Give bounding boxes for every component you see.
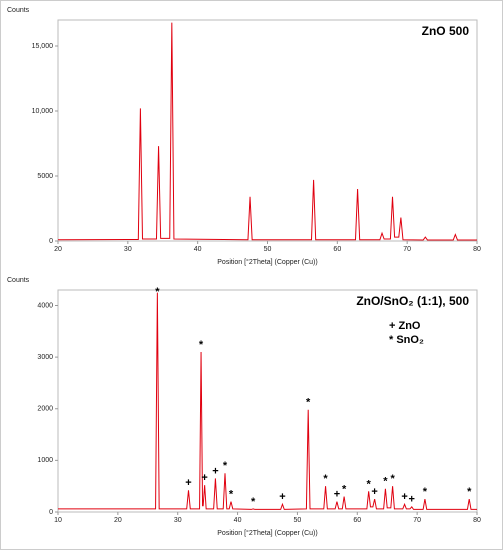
- x-tick-label: 60: [353, 517, 361, 524]
- x-tick-label: 50: [294, 517, 302, 524]
- peak-marker: *: [423, 486, 428, 498]
- y-tick-label: 10,000: [32, 108, 54, 115]
- x-tick-label: 50: [264, 246, 272, 253]
- y-tick-label: 3000: [37, 354, 53, 361]
- peak-marker: +: [212, 465, 218, 477]
- y-tick-label: 5000: [37, 173, 53, 180]
- peak-marker: +: [334, 489, 340, 501]
- x-tick-label: 70: [403, 246, 411, 253]
- peak-marker: +: [409, 494, 415, 506]
- peak-marker: +: [201, 472, 207, 484]
- peak-marker: *: [155, 286, 160, 298]
- plot-frame: [57, 289, 478, 513]
- peak-marker: +: [185, 477, 191, 489]
- x-tick-label: 40: [194, 246, 202, 253]
- data-line: [58, 292, 477, 510]
- peak-marker: +: [371, 486, 377, 498]
- x-axis-label: Position [°2Theta] (Copper (Cu)): [217, 258, 317, 266]
- peak-marker: +: [401, 491, 407, 503]
- x-tick-label: 30: [124, 246, 132, 253]
- x-axis-label: Position [°2Theta] (Copper (Cu)): [217, 529, 317, 537]
- y-tick-label: 2000: [37, 406, 53, 413]
- data-line: [57, 22, 477, 241]
- peak-marker: *: [467, 486, 472, 498]
- x-tick-label: 70: [413, 517, 421, 524]
- x-tick-label: 10: [54, 517, 62, 524]
- y-axis-label: Counts: [7, 277, 30, 284]
- peak-marker: *: [367, 478, 372, 490]
- peak-marker: *: [251, 496, 256, 508]
- x-tick-label: 80: [473, 517, 481, 524]
- legend-note: + ZnO: [389, 320, 421, 332]
- legend-note: * SnO₂: [389, 334, 424, 346]
- x-tick-label: 60: [333, 246, 341, 253]
- peak-marker: +: [279, 491, 285, 503]
- peak-marker: *: [223, 460, 228, 472]
- chart-title: ZnO 500: [422, 24, 470, 38]
- x-tick-label: 30: [174, 517, 182, 524]
- peak-marker: *: [323, 473, 328, 485]
- y-tick-label: 0: [49, 238, 53, 245]
- peak-marker: *: [390, 473, 395, 485]
- x-tick-label: 20: [114, 517, 122, 524]
- y-tick-label: 15,000: [32, 43, 54, 50]
- peak-marker: *: [383, 476, 388, 488]
- x-tick-label: 40: [234, 517, 242, 524]
- y-tick-label: 0: [49, 509, 53, 516]
- peak-marker: *: [199, 339, 204, 351]
- peak-marker: *: [342, 483, 347, 495]
- peak-marker: *: [229, 489, 234, 501]
- y-tick-label: 4000: [37, 302, 53, 309]
- y-axis-label: Counts: [7, 7, 30, 14]
- x-tick-label: 20: [54, 246, 62, 253]
- chart-title: ZnO/SnO₂ (1:1), 500: [356, 294, 469, 308]
- x-tick-label: 80: [473, 246, 481, 253]
- y-tick-label: 1000: [37, 457, 53, 464]
- peak-marker: *: [306, 397, 311, 409]
